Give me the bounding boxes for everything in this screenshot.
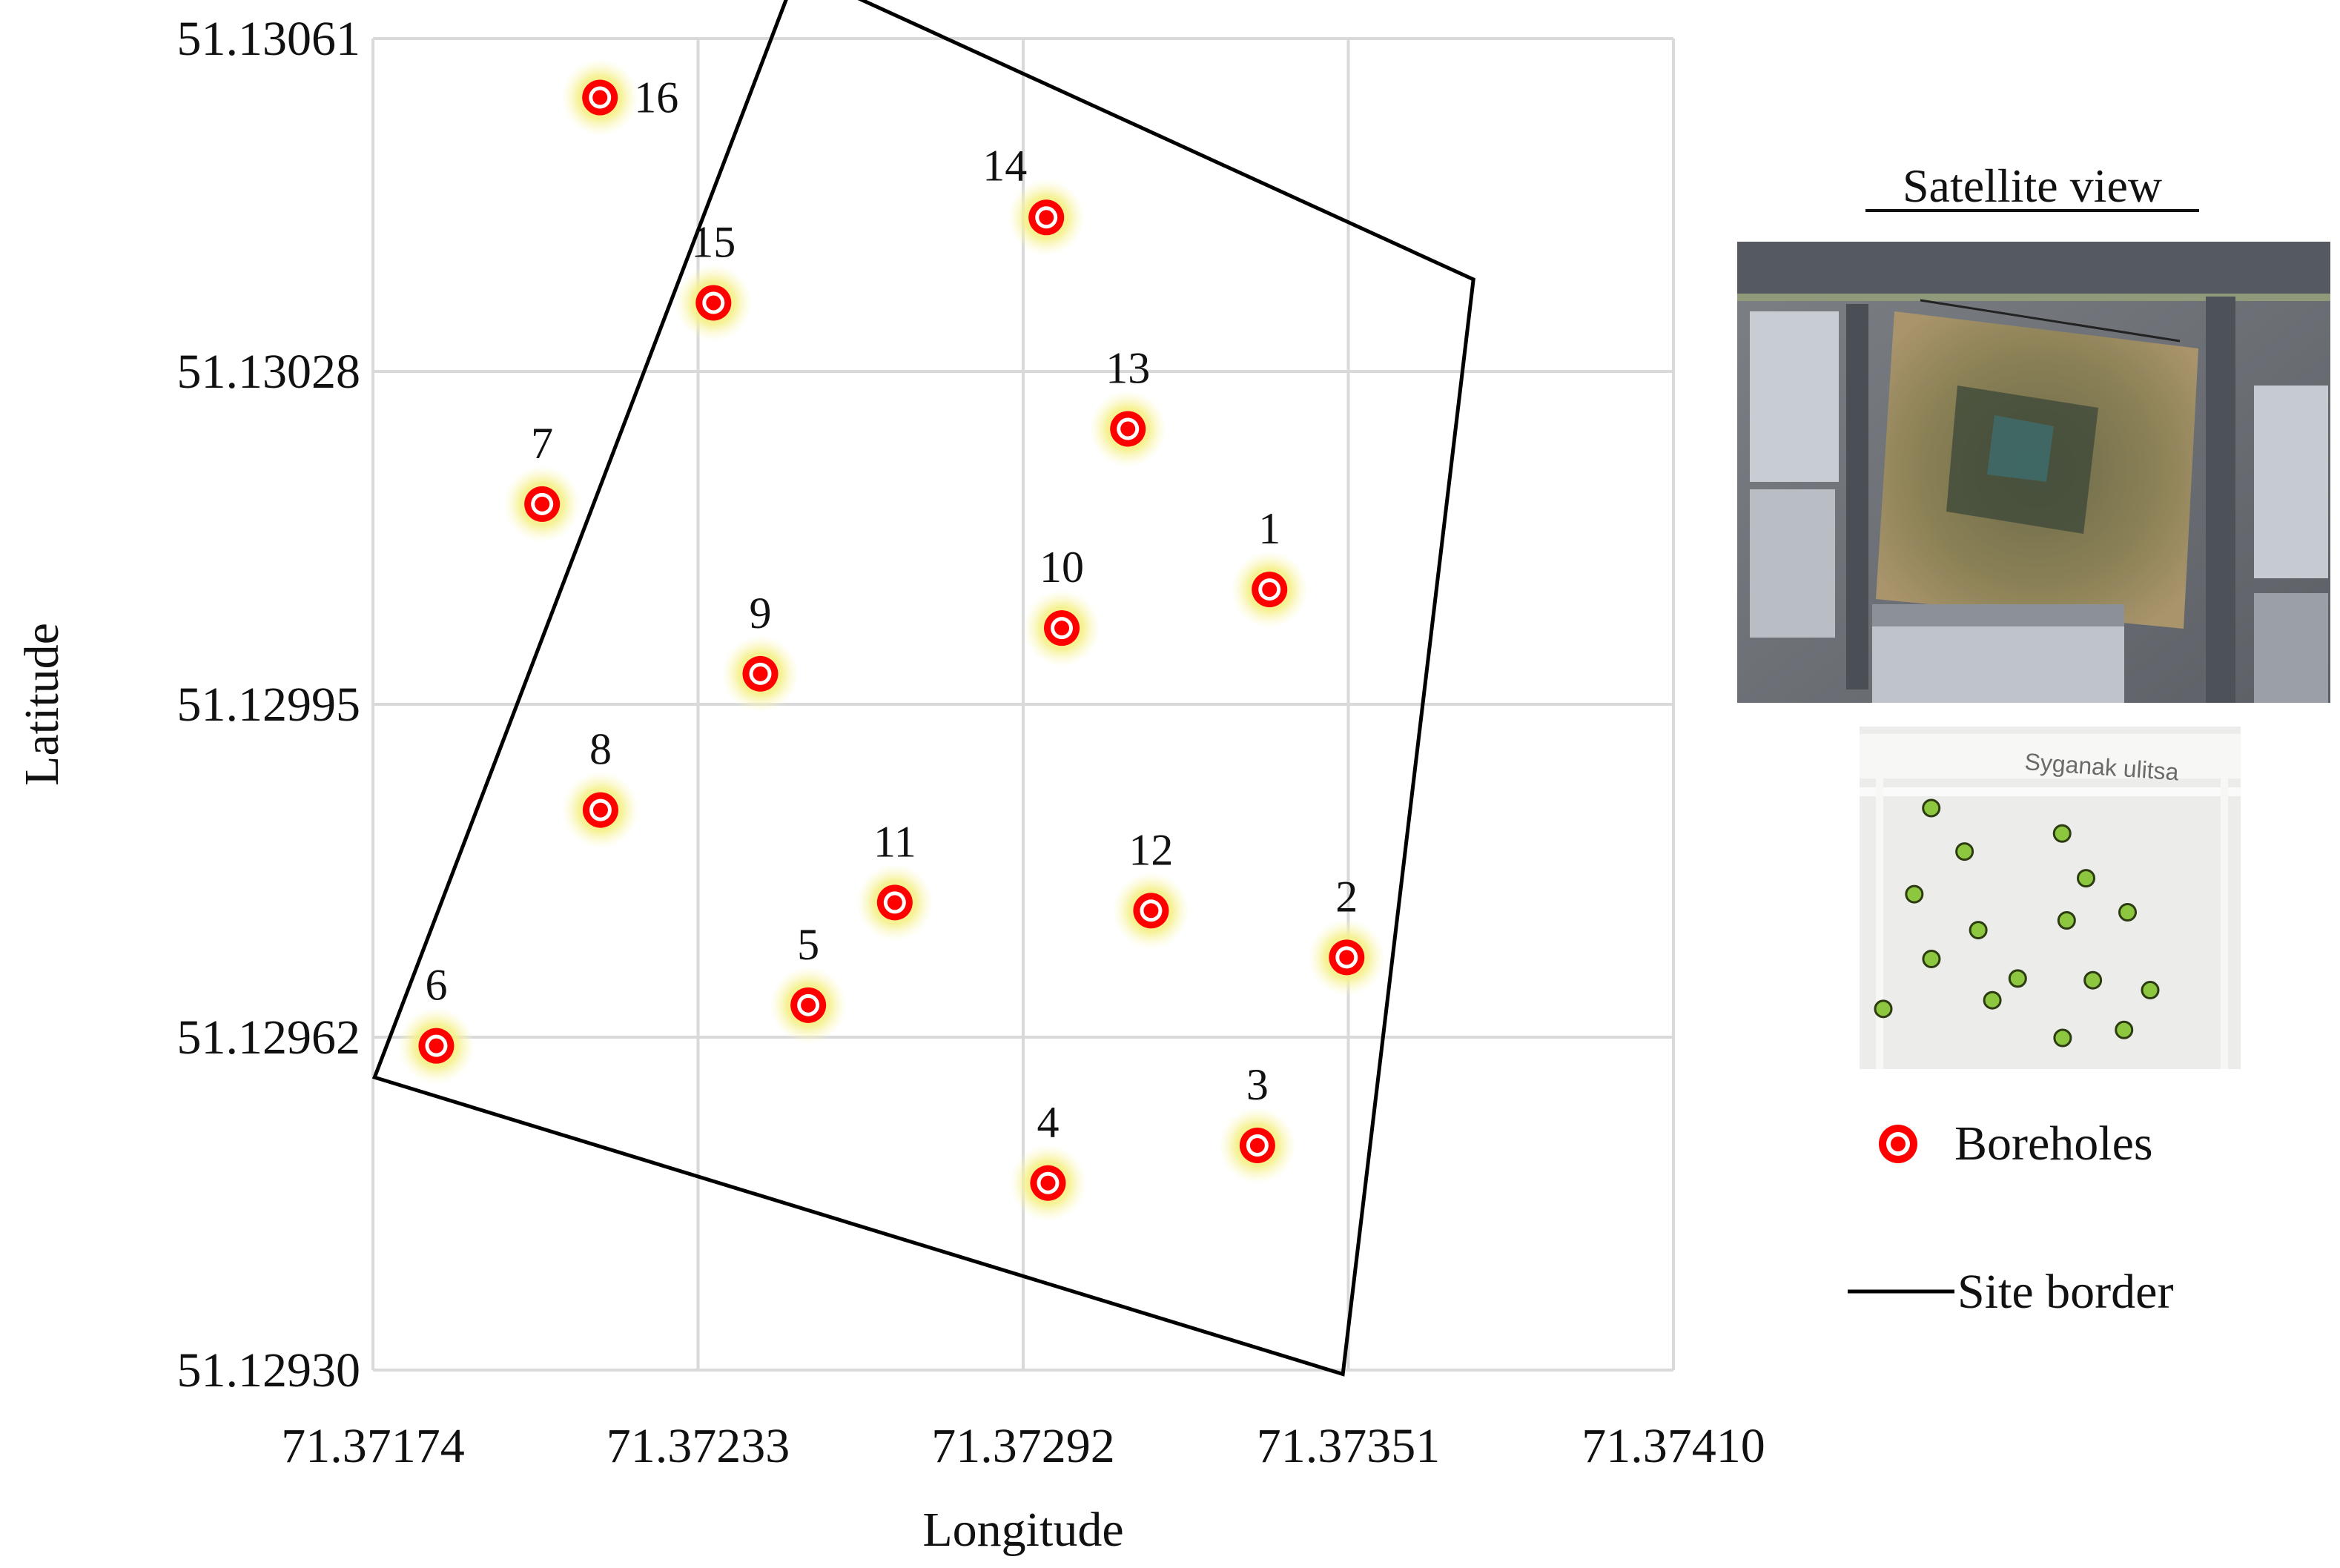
satellite-image [1737,242,2330,703]
borehole-marker [675,264,753,342]
x-tick-label: 71.37233 [607,1419,790,1473]
borehole-label: 16 [634,73,678,122]
y-tick-label: 51.12995 [177,678,361,732]
borehole-label: 13 [1105,343,1150,392]
scheme-dot [2083,970,2103,990]
scheme-dot [2118,902,2137,922]
borehole-marker [770,966,847,1044]
x-tick-label: 71.37292 [931,1419,1115,1473]
borehole-label: 12 [1128,825,1173,874]
borehole-marker [856,864,933,942]
y-tick-label: 51.13061 [177,12,361,66]
borehole-label: 14 [982,141,1027,190]
borehole-marker [1112,872,1190,950]
scheme-dot [1905,884,1924,904]
scheme-map: Syganak ulitsa [1860,727,2241,1069]
borehole-label: 1 [1258,504,1280,553]
scheme-dot [1922,949,1941,968]
satellite-view-title: Satellite view [1903,159,2162,212]
borehole-marker [1218,1107,1296,1185]
borehole-marker [1023,589,1101,667]
borehole-label: 8 [589,725,612,774]
borehole-label: 15 [691,217,736,266]
x-tick-label: 71.37174 [281,1419,465,1473]
scheme-dot [1955,842,1974,861]
scheme-dot [1983,990,2002,1010]
site-border-line [371,0,1475,1377]
y-tick-label: 51.13028 [177,345,361,399]
borehole-label: 3 [1246,1060,1269,1109]
x-axis-tick-labels: 71.37174 71.37233 71.37292 71.37351 71.37410 [281,1419,1765,1473]
borehole-marker [1089,390,1167,468]
scheme-dot [1969,921,1988,940]
x-tick-label: 71.37351 [1257,1419,1441,1473]
borehole-label: 9 [749,589,771,638]
borehole-label: 10 [1040,543,1084,592]
borehole-marker [721,635,799,712]
borehole-label: 11 [873,817,916,866]
borehole-label: 4 [1037,1098,1059,1147]
legend-borehole-symbol [1879,1125,1917,1163]
scheme-dot [1922,798,1941,818]
scheme-dot [2141,981,2160,1000]
y-tick-label: 51.12962 [177,1010,361,1065]
scheme-dot [2008,969,2027,988]
borehole-label: 6 [425,961,447,1010]
borehole-marker [1231,551,1309,629]
borehole-marker [1009,1144,1087,1222]
borehole-label: 7 [531,419,553,468]
y-tick-label: 51.12930 [177,1343,361,1397]
borehole-marker [561,59,639,136]
borehole-marker [561,771,639,849]
borehole-label: 2 [1335,872,1358,921]
scheme-dot [2057,911,2076,930]
scheme-dot [1874,999,1893,1019]
scheme-borehole-dots [1874,798,2160,1048]
borehole-marker [397,1007,475,1085]
legend-label-site-border: Site border [1957,1265,2173,1319]
scheme-dot [2052,824,2072,843]
scheme-dot [2115,1020,2134,1039]
site-border-layer [371,0,1475,1377]
borehole-marker [1308,919,1386,996]
legend: Boreholes Site border [1848,1117,2173,1319]
y-axis-tick-labels: 51.12930 51.12962 51.12995 51.13028 51.13061 [177,12,361,1397]
x-tick-label: 71.37410 [1582,1419,1765,1473]
borehole-marker [1008,179,1085,257]
scheme-dot [2053,1028,2072,1048]
borehole-label: 5 [797,920,819,969]
borehole-marker [503,465,581,543]
gridlines [371,37,1675,1372]
scheme-dot [2076,869,2095,888]
y-axis-title: Latitude [15,623,69,786]
x-axis-title: Longitude [922,1503,1123,1557]
legend-label-boreholes: Boreholes [1954,1117,2153,1171]
satellite-inset: Satellite view [1737,159,2330,1069]
